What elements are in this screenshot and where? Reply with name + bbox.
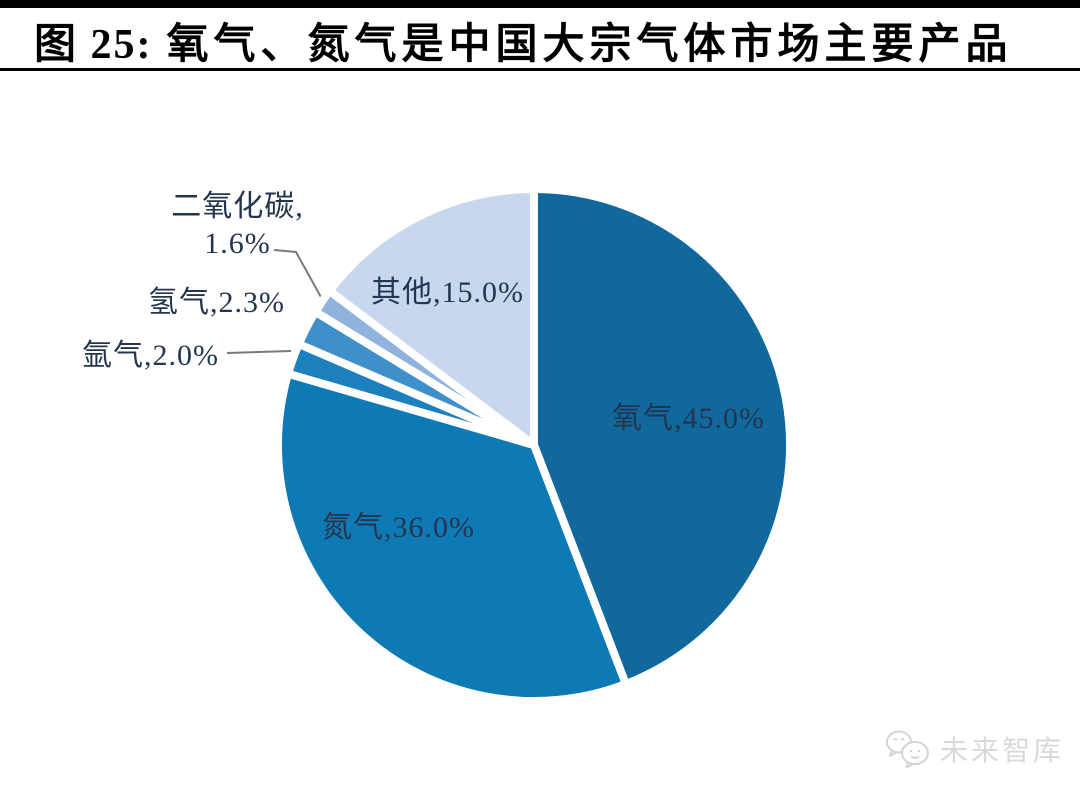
figure-title-text: 氧气、氮气是中国大宗气体市场主要产品	[166, 22, 1013, 68]
pie-label-hydrogen: 氢气,2.3%	[148, 286, 285, 319]
figure-title: 图 25: 氧气、氮气是中国大宗气体市场主要产品	[34, 10, 1074, 71]
pie-label-nitrogen: 氮气,36.0%	[322, 511, 475, 544]
pie-slice-nitrogen	[274, 369, 630, 706]
figure-number: 图 25:	[34, 22, 153, 68]
top-border-rule	[0, 0, 1080, 8]
pie-label-co2: 二氧化碳, 1.6%	[150, 188, 325, 262]
watermark: 未来智库	[884, 728, 1064, 770]
wechat-icon	[886, 730, 929, 769]
pie-label-co2-value: 1.6%	[204, 227, 271, 260]
watermark-text: 未来智库	[940, 735, 1065, 766]
leader-line-co2	[273, 249, 323, 300]
title-divider-rule	[0, 68, 1080, 71]
leader-line-argon	[226, 350, 292, 354]
pie-label-other: 其他,15.0%	[371, 276, 524, 309]
pie-label-oxygen: 氧气,45.0%	[612, 402, 765, 435]
pie-slice-other	[325, 185, 538, 449]
pie-label-argon: 氩气,2.0%	[82, 339, 219, 372]
pie-label-co2-name: 二氧化碳,	[171, 190, 304, 223]
pie-slice-oxygen	[530, 185, 795, 688]
